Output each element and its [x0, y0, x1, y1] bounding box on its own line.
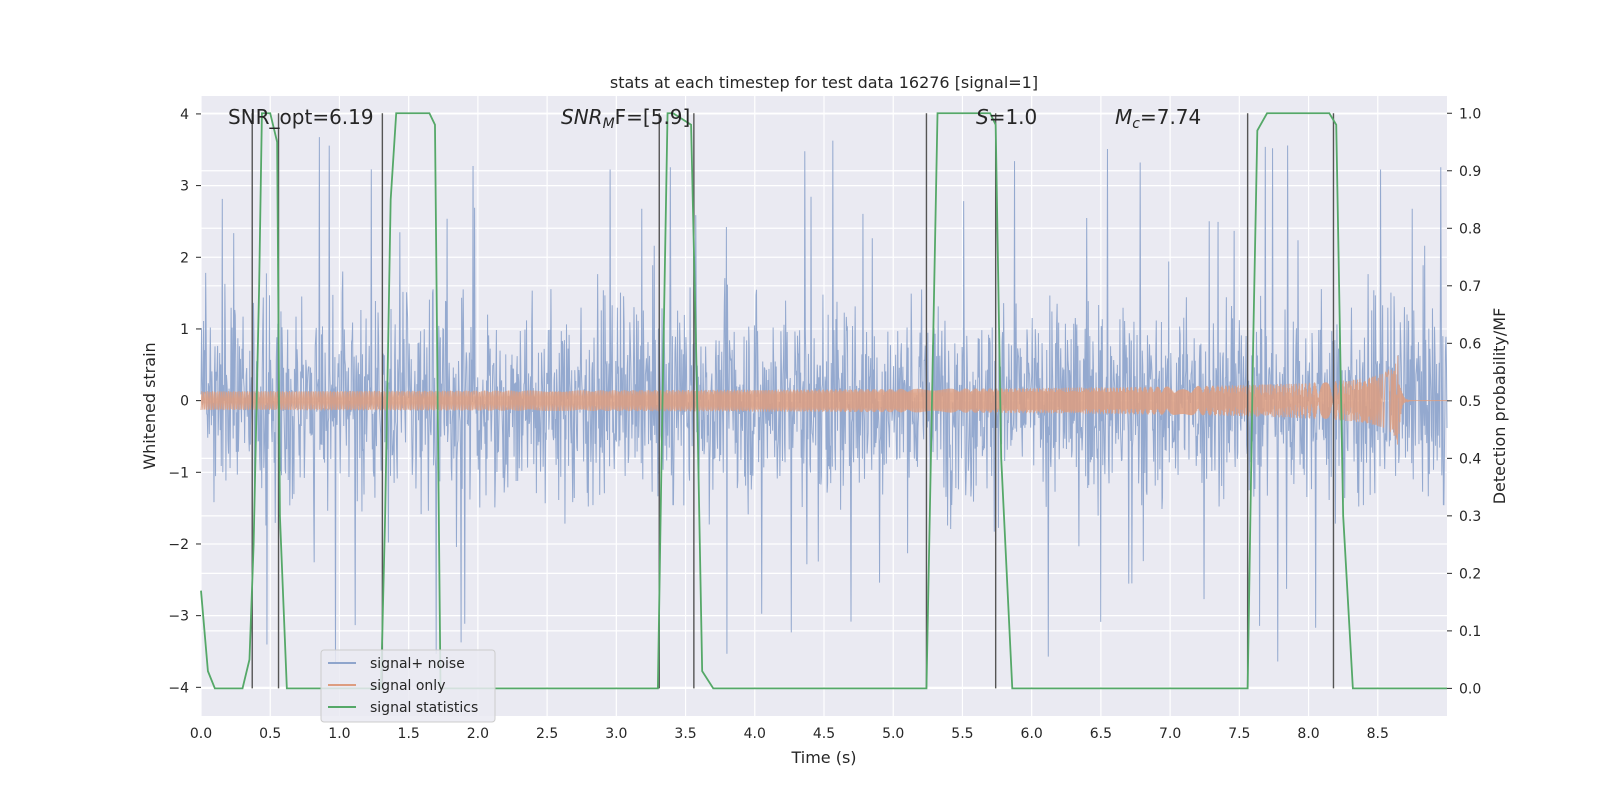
series-line-signal-statistics — [200, 112, 1447, 690]
x-tick-label-1: 0.5 — [259, 726, 281, 742]
annotation-snr-mf-rest: F=[5.9] — [615, 105, 691, 129]
x-tick-label-16: 8.0 — [1297, 726, 1319, 742]
annotation-snr-mf-main: SNR — [561, 105, 603, 129]
y-tick-label-3: 1 — [180, 322, 189, 338]
y-tick-label-1: 3 — [180, 179, 189, 195]
y2-tick-label-8: 0.2 — [1459, 566, 1481, 582]
legend: signal+ noise signal only signal statist… — [320, 649, 496, 723]
x-tick-label-0: 0.0 — [190, 726, 212, 742]
y2-axis-label: Detection probability/MF — [1490, 308, 1509, 505]
y2-tick-label-10: 0.0 — [1459, 681, 1481, 697]
x-tick-label-15: 7.5 — [1228, 726, 1250, 742]
x-tick-label-2: 1.0 — [328, 726, 350, 742]
annotation-snr-mf-sub: M — [603, 116, 615, 132]
y2-tick-label-9: 0.1 — [1459, 624, 1481, 640]
y2-tick-label-0: 1.0 — [1459, 106, 1481, 122]
x-tick-label-7: 3.5 — [674, 726, 696, 742]
x-tick-label-8: 4.0 — [744, 726, 766, 742]
x-tick-label-9: 4.5 — [813, 726, 835, 742]
annotation-mc-rest: =7.74 — [1140, 105, 1201, 129]
series-line-signal-only — [200, 355, 1447, 445]
y-tick-label-2: 2 — [180, 250, 189, 266]
x-axis-ticks: 0.0 0.5 1.0 1.5 2.0 2.5 3.0 3.5 4.0 4.5 5.0 5.5 6.0 6… — [190, 726, 1389, 742]
y-tick-label-5: −1 — [168, 465, 189, 481]
x-tick-label-4: 2.0 — [467, 726, 489, 742]
y2-tick-label-5: 0.5 — [1459, 394, 1481, 410]
x-tick-label-13: 6.5 — [1090, 726, 1112, 742]
x-tick-label-10: 5.0 — [882, 726, 904, 742]
x-tick-label-12: 6.0 — [1021, 726, 1043, 742]
y2-tick-label-3: 0.7 — [1459, 279, 1481, 295]
annotation-mc-main: M — [1115, 105, 1132, 129]
x-tick-label-11: 5.5 — [951, 726, 973, 742]
y2-tick-label-2: 0.8 — [1459, 221, 1481, 237]
y-tick-label-8: −4 — [168, 680, 189, 696]
y2-tick-label-6: 0.4 — [1459, 451, 1481, 467]
annotation-s: S=1.0 — [976, 105, 1037, 129]
legend-label-signal-statistics: signal statistics — [370, 700, 478, 716]
x-axis-label: Time (s) — [790, 748, 856, 767]
y-tick-label-7: −3 — [168, 609, 189, 625]
annotation-mc-sub: c — [1132, 116, 1140, 132]
y-axis-ticks: 4 3 2 1 0 −1 −2 −3 −4 — [168, 107, 201, 696]
legend-label-signal-noise: signal+ noise — [370, 656, 465, 672]
x-tick-label-17: 8.5 — [1367, 726, 1389, 742]
y-tick-label-6: −2 — [168, 537, 189, 553]
series-signal-statistics — [200, 112, 1447, 690]
series-signal-only — [200, 355, 1447, 445]
x-tick-label-5: 2.5 — [536, 726, 558, 742]
annotation-mc: Mc=7.74 — [1115, 105, 1201, 132]
y-axis-label: Whitened strain — [140, 342, 159, 469]
annotation-s-main: S — [976, 105, 989, 129]
y-tick-label-4: 0 — [180, 394, 189, 410]
legend-label-signal-only: signal only — [370, 678, 445, 694]
annotation-snr-mf: SNRMF=[5.9] — [561, 105, 690, 132]
x-tick-label-14: 7.0 — [1159, 726, 1181, 742]
y2-axis-ticks: 1.0 0.9 0.8 0.7 0.6 0.5 0.4 0.3 0.2 0.1 0.0 — [1447, 106, 1481, 697]
y-tick-label-0: 4 — [180, 107, 189, 123]
x-tick-label-3: 1.5 — [398, 726, 420, 742]
annotation-snr-opt: SNR_opt=6.19 — [228, 105, 374, 129]
legend-box — [320, 649, 496, 723]
y2-tick-label-4: 0.6 — [1459, 336, 1481, 352]
x-tick-label-6: 3.0 — [605, 726, 627, 742]
y2-tick-label-7: 0.3 — [1459, 509, 1481, 525]
annotation-s-rest: =1.0 — [989, 105, 1038, 129]
chart-title: stats at each timestep for test data 162… — [610, 73, 1038, 92]
y2-tick-label-1: 0.9 — [1459, 164, 1481, 180]
